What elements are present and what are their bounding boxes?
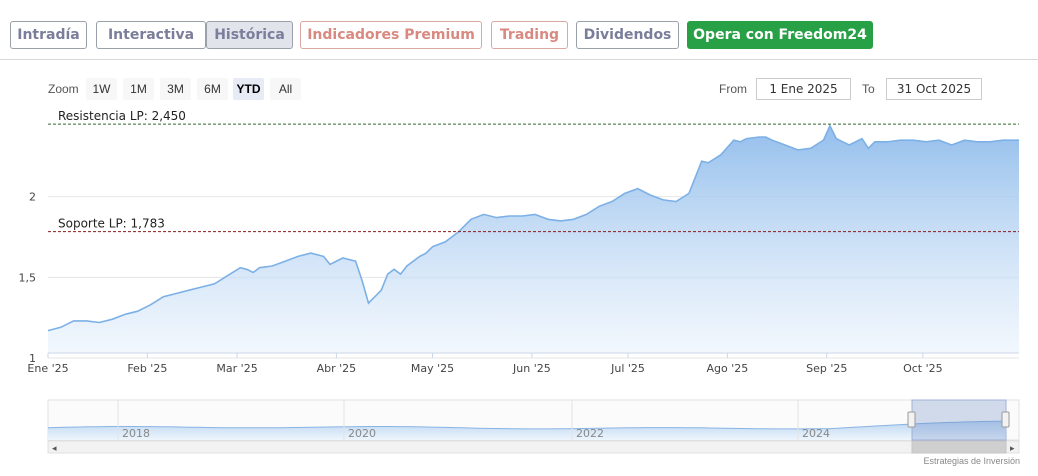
scrollbar-track: [47, 440, 1020, 454]
zoom-label: Zoom: [48, 82, 79, 96]
scrollbar-thumb[interactable]: [911, 440, 1007, 454]
navigator-area: [48, 421, 1005, 440]
from-date-input[interactable]: 1 Ene 2025: [756, 78, 851, 100]
x-tick-label: Feb '25: [127, 362, 167, 375]
to-label: To: [862, 82, 875, 96]
x-tick-label: May '25: [411, 362, 454, 375]
navigator-line: [47, 420, 1006, 430]
zoom-1m-button[interactable]: 1M: [123, 78, 154, 100]
price-area: [47, 123, 1019, 353]
navigator-handle-left[interactable]: [907, 411, 916, 428]
x-tick-label: Oct '25: [903, 362, 943, 375]
axes: 1 1,5 2 Ene '25 Feb '25 Mar '25 Abr '25 May '25…: [19, 191, 1019, 375]
x-tick-label: Ene '25: [27, 362, 68, 375]
navigator-selection: [911, 399, 1007, 441]
x-tick-label: Jul '25: [610, 362, 645, 375]
price-line: [47, 123, 1019, 332]
navigator-handle-right[interactable]: [1001, 411, 1010, 428]
x-tick-label: Ago '25: [706, 362, 748, 375]
support-label: Soporte LP: 1,783: [58, 217, 165, 231]
x-tick-label: Sep '25: [806, 362, 847, 375]
tab-interactiva[interactable]: Interactiva: [96, 21, 206, 49]
x-tick-label: Abr '25: [317, 362, 357, 375]
zoom-3m-button[interactable]: 3M: [160, 78, 191, 100]
credit-text: Estrategias de Inversión: [923, 456, 1020, 466]
opera-con-freedom24-button[interactable]: Opera con Freedom24: [687, 21, 873, 49]
zoom-6m-button[interactable]: 6M: [197, 78, 228, 100]
tab-dividendos[interactable]: Dividendos: [576, 21, 679, 49]
y-tick-label: 2: [29, 191, 36, 204]
resistance-label: Resistencia LP: 2,450: [58, 109, 186, 123]
y-tick-label: 1,5: [19, 271, 37, 284]
zoom-ytd-button[interactable]: YTD: [233, 78, 264, 100]
navigator[interactable]: 2018 2020 2022 2024 ◂ ▸: [47, 399, 1020, 454]
zoom-1w-button[interactable]: 1W: [86, 78, 117, 100]
navigator-year-label: 2024: [802, 427, 830, 440]
tab-trading[interactable]: Trading: [491, 21, 568, 49]
tab-intradia[interactable]: Intradía: [10, 21, 87, 49]
navigator-year-label: 2022: [576, 427, 604, 440]
to-date-input[interactable]: 31 Oct 2025: [886, 78, 982, 100]
tab-historica[interactable]: Histórica: [206, 21, 293, 49]
divider: [0, 59, 1038, 60]
x-tick-label: Mar '25: [216, 362, 257, 375]
x-tick-label: Jun '25: [512, 362, 551, 375]
reference-lines: Resistencia LP: 2,450 Soporte LP: 1,783: [48, 109, 1019, 233]
tab-indicadores-premium[interactable]: Indicadores Premium: [300, 21, 482, 49]
from-label: From: [719, 82, 747, 96]
navigator-year-label: 2020: [348, 427, 376, 440]
y-tick-label: 1: [29, 352, 36, 365]
zoom-all-button[interactable]: All: [270, 78, 301, 100]
price-area-fill: [48, 125, 1019, 353]
navigator-year-label: 2018: [122, 427, 150, 440]
scroll-right-arrow[interactable]: ▸: [1010, 443, 1015, 453]
scroll-left-arrow[interactable]: ◂: [52, 443, 57, 453]
